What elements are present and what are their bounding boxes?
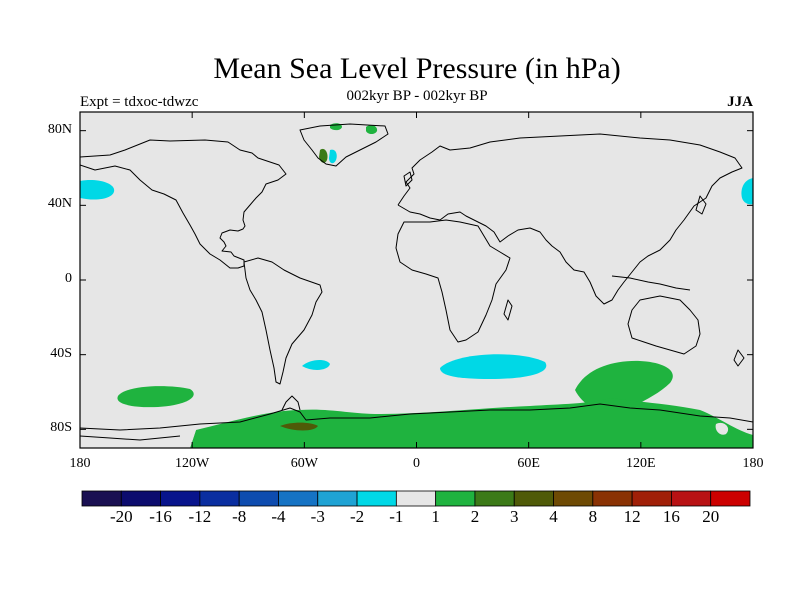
antarctica-coast: [80, 403, 753, 431]
antarctic-peninsula-coast: [281, 395, 301, 411]
anomaly-shading: [80, 123, 753, 448]
lon-tick-label: 180: [69, 456, 91, 471]
coastlines: [80, 123, 753, 441]
colorbar-swatch: [278, 490, 319, 507]
page-title: Mean Sea Level Pressure (in hPa): [213, 52, 621, 85]
lon-tick-label: 180: [742, 456, 764, 471]
ross-sea-gap-2: [80, 419, 196, 448]
colorbar-swatch: [199, 490, 240, 507]
lon-tick-label: 0: [413, 456, 420, 471]
north-pacific-east-low: [741, 178, 753, 205]
colorbar-label: -2: [349, 507, 365, 526]
colorbar-swatch: [317, 490, 358, 507]
uk-coast: [403, 171, 413, 187]
colorbar-swatch: [435, 490, 476, 507]
lat-tick-label: 40S: [50, 345, 72, 361]
ross-ice-shelf-coast: [80, 435, 181, 441]
colorbar-label: -16: [149, 507, 172, 526]
new-zealand-coast: [733, 349, 745, 367]
greenland-low: [329, 149, 337, 164]
north-pacific-west-low: [80, 179, 115, 200]
lat-tick-label: 80S: [50, 420, 72, 436]
colorbar-label: 1: [431, 507, 440, 526]
greenland-coast: [299, 123, 389, 167]
colorbar-swatch: [120, 490, 161, 507]
colorbar: [81, 490, 751, 507]
colorbar-swatch: [710, 490, 751, 507]
colorbar-swatch: [553, 490, 594, 507]
season-label: JJA: [727, 94, 753, 110]
lat-tick-label: 40N: [47, 196, 72, 212]
colorbar-label: 20: [702, 507, 720, 526]
greenland-north-high-2: [366, 125, 378, 134]
colorbar-swatch: [631, 490, 672, 507]
africa-coast: [395, 219, 511, 343]
colorbar-label: -1: [389, 507, 404, 526]
colorbar-swatch: [513, 490, 554, 507]
south-atlantic-low: [302, 360, 330, 370]
colorbar-swatch: [474, 490, 515, 507]
colorbar-swatch: [238, 490, 279, 507]
colorbar-label: -8: [232, 507, 247, 526]
lon-tick-label: 120W: [175, 456, 210, 471]
colorbar-label: -12: [188, 507, 212, 526]
colorbar-label: 4: [549, 507, 558, 526]
antarctic-high: [190, 398, 753, 448]
colorbar-label: 2: [470, 507, 480, 526]
south-america-coast: [243, 257, 323, 385]
colorbar-swatch: [592, 490, 633, 507]
colorbar-label: -4: [271, 507, 286, 526]
lon-tick-label: 60E: [517, 456, 540, 471]
weddell-high: [280, 422, 318, 431]
map-subtitle: 002kyr BP - 002kyr BP: [346, 88, 488, 104]
colorbar-swatch: [160, 490, 201, 507]
australia-coast: [627, 295, 701, 355]
experiment-label: Expt = tdxoc-tdwzc: [80, 94, 199, 110]
greenland-high: [319, 148, 328, 163]
colorbar-label: 12: [623, 507, 641, 526]
south-pacific-high: [117, 386, 194, 408]
indonesia-coast: [611, 275, 691, 291]
lon-tick-label: 120E: [626, 456, 656, 471]
colorbar-label: 16: [662, 507, 680, 526]
lon-tick-label: 60W: [290, 456, 318, 471]
lat-tick-label: 80N: [47, 121, 72, 137]
colorbar-label: 8: [588, 507, 598, 526]
madagascar-coast: [503, 299, 513, 321]
colorbar-swatch: [671, 490, 712, 507]
colorbar-swatch: [395, 490, 437, 507]
colorbar-label: -20: [109, 507, 133, 526]
southern-ocean-high: [575, 360, 673, 414]
north-america-coast: [80, 139, 287, 269]
colorbar-label: 3: [509, 507, 519, 526]
colorbar-swatch: [81, 490, 122, 507]
colorbar-swatch: [356, 490, 397, 507]
eurasia-coast: [397, 133, 743, 305]
ross-sea-gap-1: [715, 422, 729, 435]
indian-ocean-low: [440, 354, 547, 379]
japan-coast: [695, 195, 707, 215]
axis-ticks: [79, 112, 754, 448]
colorbar-label: -3: [310, 507, 325, 526]
lat-tick-label: 0: [65, 271, 72, 286]
